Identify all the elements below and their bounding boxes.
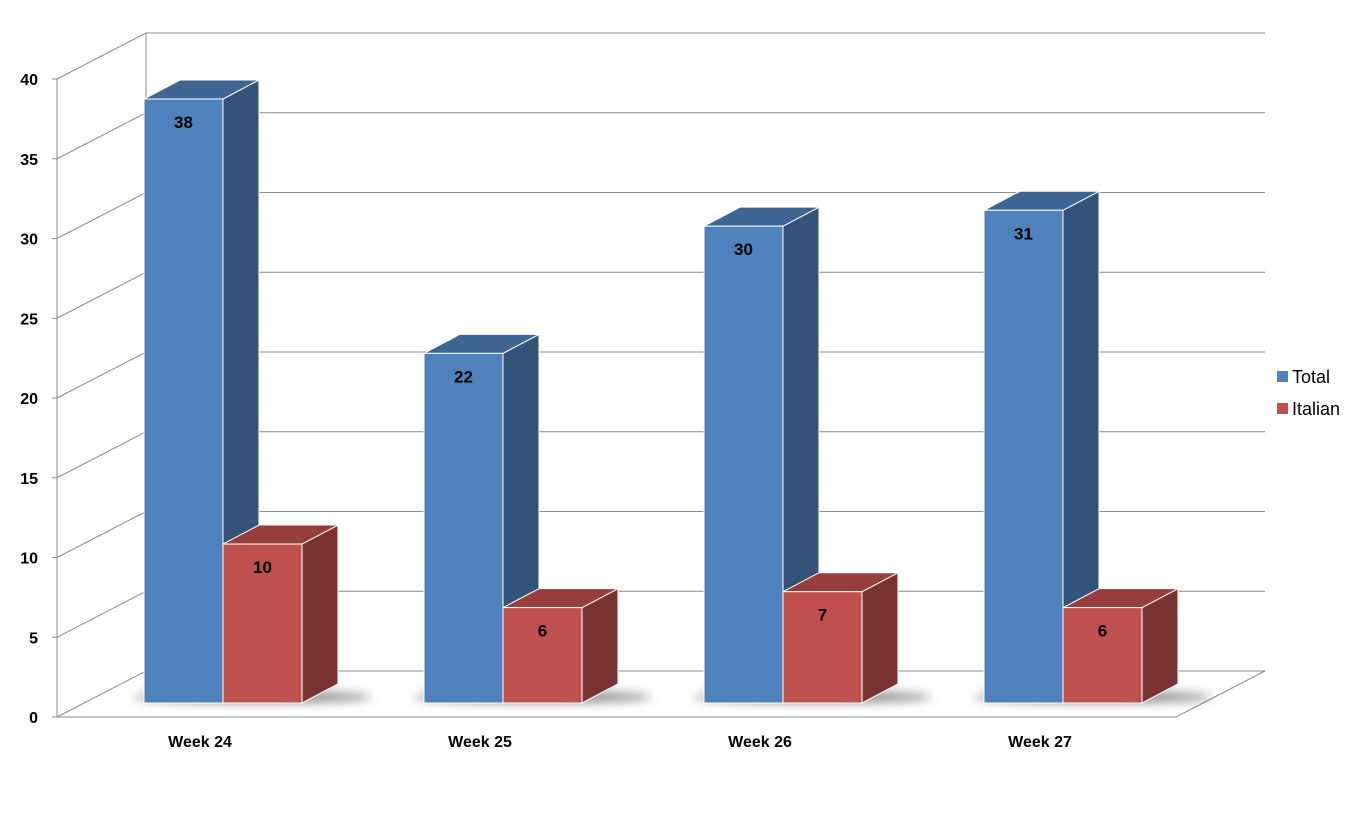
data-label: 7 xyxy=(818,606,827,625)
x-tick-label: Week 27 xyxy=(1008,734,1072,751)
legend-label: Total xyxy=(1292,367,1330,387)
bar-italian-week-27 xyxy=(1062,587,1179,704)
bar-front xyxy=(782,591,863,704)
x-axis-labels: Week 24 Week 25 Week 26 Week 27 xyxy=(168,734,1072,751)
y-tick-label: 10 xyxy=(20,551,38,568)
bar-front xyxy=(423,352,504,704)
y-tick-label: 0 xyxy=(29,710,38,727)
x-tick-label: Week 25 xyxy=(448,734,512,751)
side-gridline xyxy=(56,590,147,638)
data-label: 30 xyxy=(734,240,753,259)
side-gridline xyxy=(56,112,147,160)
side-gridline xyxy=(56,511,147,558)
legend-swatch xyxy=(1277,403,1288,414)
legend: Total Italian xyxy=(1277,367,1340,419)
side-gridline xyxy=(56,431,147,479)
y-tick-label: 5 xyxy=(29,630,38,647)
bar-side xyxy=(581,587,619,704)
side-gridline xyxy=(56,32,147,80)
side-gridline xyxy=(56,271,147,319)
bar-italian-week-26 xyxy=(782,571,899,704)
side-gridline xyxy=(56,192,147,239)
x-tick-label: Week 26 xyxy=(728,734,792,751)
bar-italian-week-24 xyxy=(222,524,339,704)
data-label: 6 xyxy=(1098,622,1107,641)
bar-side xyxy=(1141,587,1179,704)
y-tick-label: 15 xyxy=(20,471,38,488)
bars xyxy=(143,79,1179,704)
floor xyxy=(56,670,1266,718)
data-label: 38 xyxy=(174,113,193,132)
side-gridline xyxy=(56,351,147,399)
y-tick-label: 40 xyxy=(20,72,38,89)
x-tick-label: Week 24 xyxy=(168,734,232,751)
bar-front xyxy=(502,607,583,704)
bar-total-week-27 xyxy=(983,190,1100,704)
bar-front xyxy=(1062,607,1143,704)
bar-front xyxy=(222,543,303,704)
legend-swatch xyxy=(1277,371,1288,382)
bar-italian-week-25 xyxy=(502,587,619,704)
legend-label: Italian xyxy=(1292,399,1340,419)
data-labels: 38 10 22 6 30 7 31 6 xyxy=(174,113,1107,641)
bar-side xyxy=(861,571,899,704)
bar-front xyxy=(983,209,1064,704)
y-axis-ticks: 0 5 10 15 20 25 30 35 40 xyxy=(20,72,57,727)
bar-total-week-25 xyxy=(423,333,540,704)
bar-front xyxy=(703,225,784,704)
data-label: 31 xyxy=(1014,224,1033,243)
data-label: 10 xyxy=(253,558,272,577)
bar-total-week-26 xyxy=(703,206,820,704)
y-tick-label: 20 xyxy=(20,391,38,408)
bar-side xyxy=(301,524,339,704)
data-label: 22 xyxy=(454,367,473,386)
y-tick-label: 35 xyxy=(20,152,38,169)
bar-total-week-24 xyxy=(143,79,260,704)
y-tick-label: 25 xyxy=(20,311,38,328)
bar-front xyxy=(143,98,224,704)
data-label: 6 xyxy=(538,622,547,641)
y-tick-label: 30 xyxy=(20,232,38,249)
